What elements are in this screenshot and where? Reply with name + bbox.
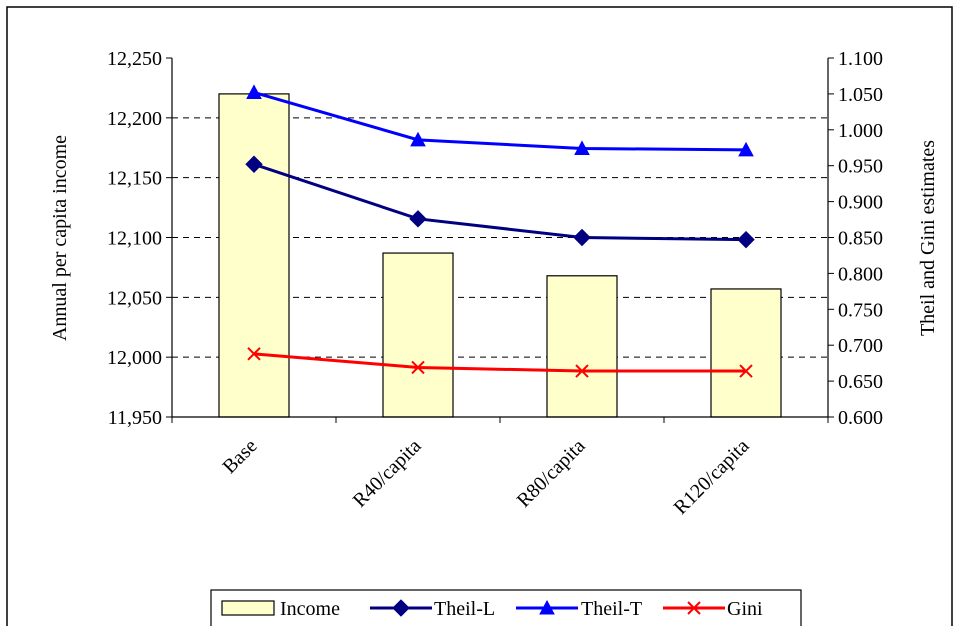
theil-t-marker — [539, 599, 555, 615]
y2-axis-title: Theil and Gini estimates — [917, 140, 939, 336]
y2-tick-label: 0.950 — [838, 156, 883, 178]
gini-marker-stroke — [247, 347, 261, 361]
y-tick-label: 12,200 — [107, 108, 162, 130]
series-lines — [245, 84, 755, 378]
theil-t-marker — [410, 131, 426, 147]
y2-tick-label: 1.050 — [838, 84, 883, 106]
income-bar — [382, 252, 454, 418]
theil-t-marker — [738, 141, 754, 157]
theil-t-line — [253, 91, 747, 152]
legend: Income Theil-L Theil-T Gini — [210, 589, 802, 626]
legend-label-theil-l: Theil-L — [434, 598, 495, 620]
gini-marker — [247, 347, 261, 361]
y2-tick-label: 1.000 — [838, 120, 883, 142]
gini-marker-stroke — [575, 364, 589, 378]
gini-marker-stroke — [739, 364, 753, 378]
y2-tick-label: 1.100 — [838, 48, 883, 70]
y2-tick-label: 0.850 — [838, 228, 883, 250]
y-axis-title: Annual per capita income — [49, 135, 71, 341]
gini-marker — [575, 364, 589, 378]
theil-t-marker — [246, 84, 262, 99]
income-bar — [546, 275, 618, 418]
legend-swatch-income — [221, 600, 275, 616]
gini-marker — [411, 360, 425, 375]
y-tick-label: 11,950 — [108, 407, 162, 429]
legend-label-income: Income — [280, 598, 340, 620]
y2-tick-label: 0.750 — [838, 299, 883, 321]
y2-tick-label: 0.700 — [838, 335, 883, 357]
y-tick-label: 12,100 — [107, 228, 162, 250]
gini-marker-stroke — [687, 601, 701, 615]
y-tick-label: 12,250 — [107, 48, 162, 70]
theil-l-marker — [409, 210, 427, 228]
income-bar — [710, 288, 782, 418]
gini-marker-stroke — [411, 360, 425, 375]
theil-l-marker — [573, 228, 591, 247]
theil-l-marker — [245, 155, 263, 173]
theil-l-marker — [392, 599, 410, 617]
theil-t-marker — [574, 140, 590, 155]
y2-tick-label: 0.800 — [838, 263, 883, 285]
y-tick-label: 12,150 — [107, 168, 162, 190]
gini-marker — [687, 601, 701, 615]
income-bar — [218, 93, 290, 418]
y-tick-label: 12,000 — [107, 347, 162, 369]
y2-tick-label: 0.650 — [838, 371, 883, 393]
gini-marker — [739, 364, 753, 378]
legend-label-gini: Gini — [727, 598, 763, 620]
y2-tick-label: 0.600 — [838, 407, 883, 429]
income-bars — [218, 93, 782, 418]
y2-tick-label: 0.900 — [838, 192, 883, 214]
y-tick-label: 12,050 — [107, 287, 162, 309]
chart-border — [6, 6, 953, 626]
legend-label-theil-t: Theil-T — [581, 598, 642, 620]
theil-l-line — [253, 162, 747, 242]
gini-line — [253, 352, 746, 373]
theil-l-marker — [737, 230, 755, 249]
